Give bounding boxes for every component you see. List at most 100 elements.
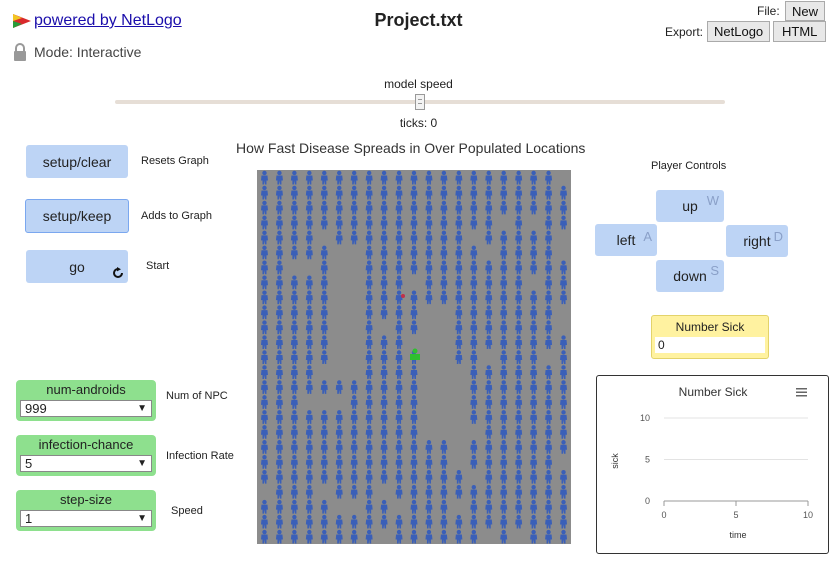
android-agent: [530, 380, 538, 394]
android-agent: [425, 275, 433, 290]
android-agent: [410, 215, 418, 230]
android-agent: [275, 410, 283, 424]
infection-chance-widget[interactable]: infection-chance 5 ▼: [16, 435, 156, 476]
android-agent: [560, 260, 568, 275]
android-agent: [425, 529, 433, 544]
plot-xtick-label: 10: [803, 510, 813, 520]
android-agent: [485, 380, 493, 394]
infection-chance-select[interactable]: 5 ▼: [20, 455, 152, 472]
android-agent: [275, 200, 283, 215]
android-agent: [455, 305, 463, 320]
num-androids-widget[interactable]: num-androids 999 ▼: [16, 380, 156, 421]
android-agent: [395, 395, 403, 409]
left-button[interactable]: left A: [595, 224, 657, 256]
android-agent: [455, 230, 463, 245]
android-agent: [515, 484, 523, 499]
android-agent: [335, 380, 343, 394]
android-agent: [395, 350, 403, 364]
android-agent: [545, 365, 553, 379]
android-agent: [545, 275, 553, 290]
right-label: right: [743, 233, 771, 249]
android-agent: [365, 365, 373, 379]
android-agent: [470, 200, 478, 215]
export-label: Export:: [665, 25, 704, 39]
android-agent: [515, 320, 523, 335]
hamburger-menu-icon[interactable]: [796, 388, 807, 397]
android-agent: [260, 455, 268, 469]
android-agent: [380, 305, 388, 320]
num-androids-select[interactable]: 999 ▼: [20, 400, 152, 417]
plot-title: Number Sick: [679, 385, 749, 399]
export-netlogo-button[interactable]: NetLogo: [707, 21, 771, 42]
android-agent: [320, 170, 328, 185]
android-agent: [395, 365, 403, 379]
android-agent: [560, 290, 568, 305]
android-agent: [440, 290, 448, 305]
android-agent: [305, 499, 313, 514]
android-agent: [260, 440, 268, 454]
android-agent: [545, 469, 553, 484]
android-agent: [530, 365, 538, 379]
android-agent: [500, 380, 508, 394]
android-agent: [320, 469, 328, 484]
android-agent: [515, 365, 523, 379]
plot-ylabel: sick: [610, 453, 620, 469]
up-button[interactable]: up W: [656, 190, 724, 222]
android-agent: [530, 350, 538, 364]
plot-canvas: Number Sick 0 5 10 0 5 10 sick time: [610, 385, 813, 540]
android-agent: [410, 410, 418, 424]
android-agent: [500, 200, 508, 215]
android-agent: [380, 290, 388, 305]
step-size-select[interactable]: 1 ▼: [20, 510, 152, 527]
down-button[interactable]: down S: [656, 260, 724, 292]
project-title: Project.txt: [374, 10, 463, 30]
android-agent: [485, 425, 493, 439]
android-agent: [305, 469, 313, 484]
mode-indicator[interactable]: Mode: Interactive: [12, 42, 141, 62]
android-agent: [530, 290, 538, 305]
plot-ytick-label: 10: [640, 413, 650, 423]
android-agent: [470, 440, 478, 454]
export-html-button[interactable]: HTML: [773, 21, 827, 42]
android-agent: [275, 350, 283, 364]
android-agent: [410, 380, 418, 394]
setup-keep-button[interactable]: setup/keep: [25, 199, 129, 233]
setup-clear-desc: Resets Graph: [141, 155, 209, 167]
android-agent: [380, 200, 388, 215]
new-button[interactable]: New: [785, 1, 826, 21]
android-agent: [275, 440, 283, 454]
android-agent: [365, 529, 373, 544]
android-agent: [545, 395, 553, 409]
setup-clear-button[interactable]: setup/clear: [26, 145, 128, 178]
android-agent: [350, 215, 358, 230]
agents-layer: [260, 170, 568, 544]
powered-by-text[interactable]: powered by NetLogo: [34, 12, 182, 29]
android-agent: [470, 260, 478, 275]
android-agent: [335, 170, 343, 185]
android-agent: [560, 350, 568, 364]
android-agent: [380, 260, 388, 275]
android-agent: [485, 215, 493, 230]
android-agent: [440, 245, 448, 260]
number-sick-plot[interactable]: Number Sick 0 5 10 0 5 10 sick time: [596, 375, 829, 554]
android-agent: [515, 275, 523, 290]
go-button[interactable]: go: [26, 250, 128, 283]
android-agent: [485, 440, 493, 454]
step-size-widget[interactable]: step-size 1 ▼: [16, 490, 156, 531]
model-speed-handle[interactable]: [415, 94, 425, 110]
android-agent: [485, 170, 493, 185]
android-agent: [470, 170, 478, 185]
player-controls-title: Player Controls: [651, 160, 727, 172]
android-agent: [500, 410, 508, 424]
android-agent: [260, 230, 268, 245]
android-agent: [260, 395, 268, 409]
world-view[interactable]: [257, 170, 571, 544]
android-agent: [470, 290, 478, 305]
right-button[interactable]: right D: [726, 225, 788, 257]
android-agent: [275, 320, 283, 335]
powered-by-link[interactable]: powered by NetLogo: [12, 12, 182, 30]
android-agent: [275, 170, 283, 185]
android-agent: [365, 215, 373, 230]
android-agent: [365, 305, 373, 320]
android-agent: [260, 290, 268, 305]
